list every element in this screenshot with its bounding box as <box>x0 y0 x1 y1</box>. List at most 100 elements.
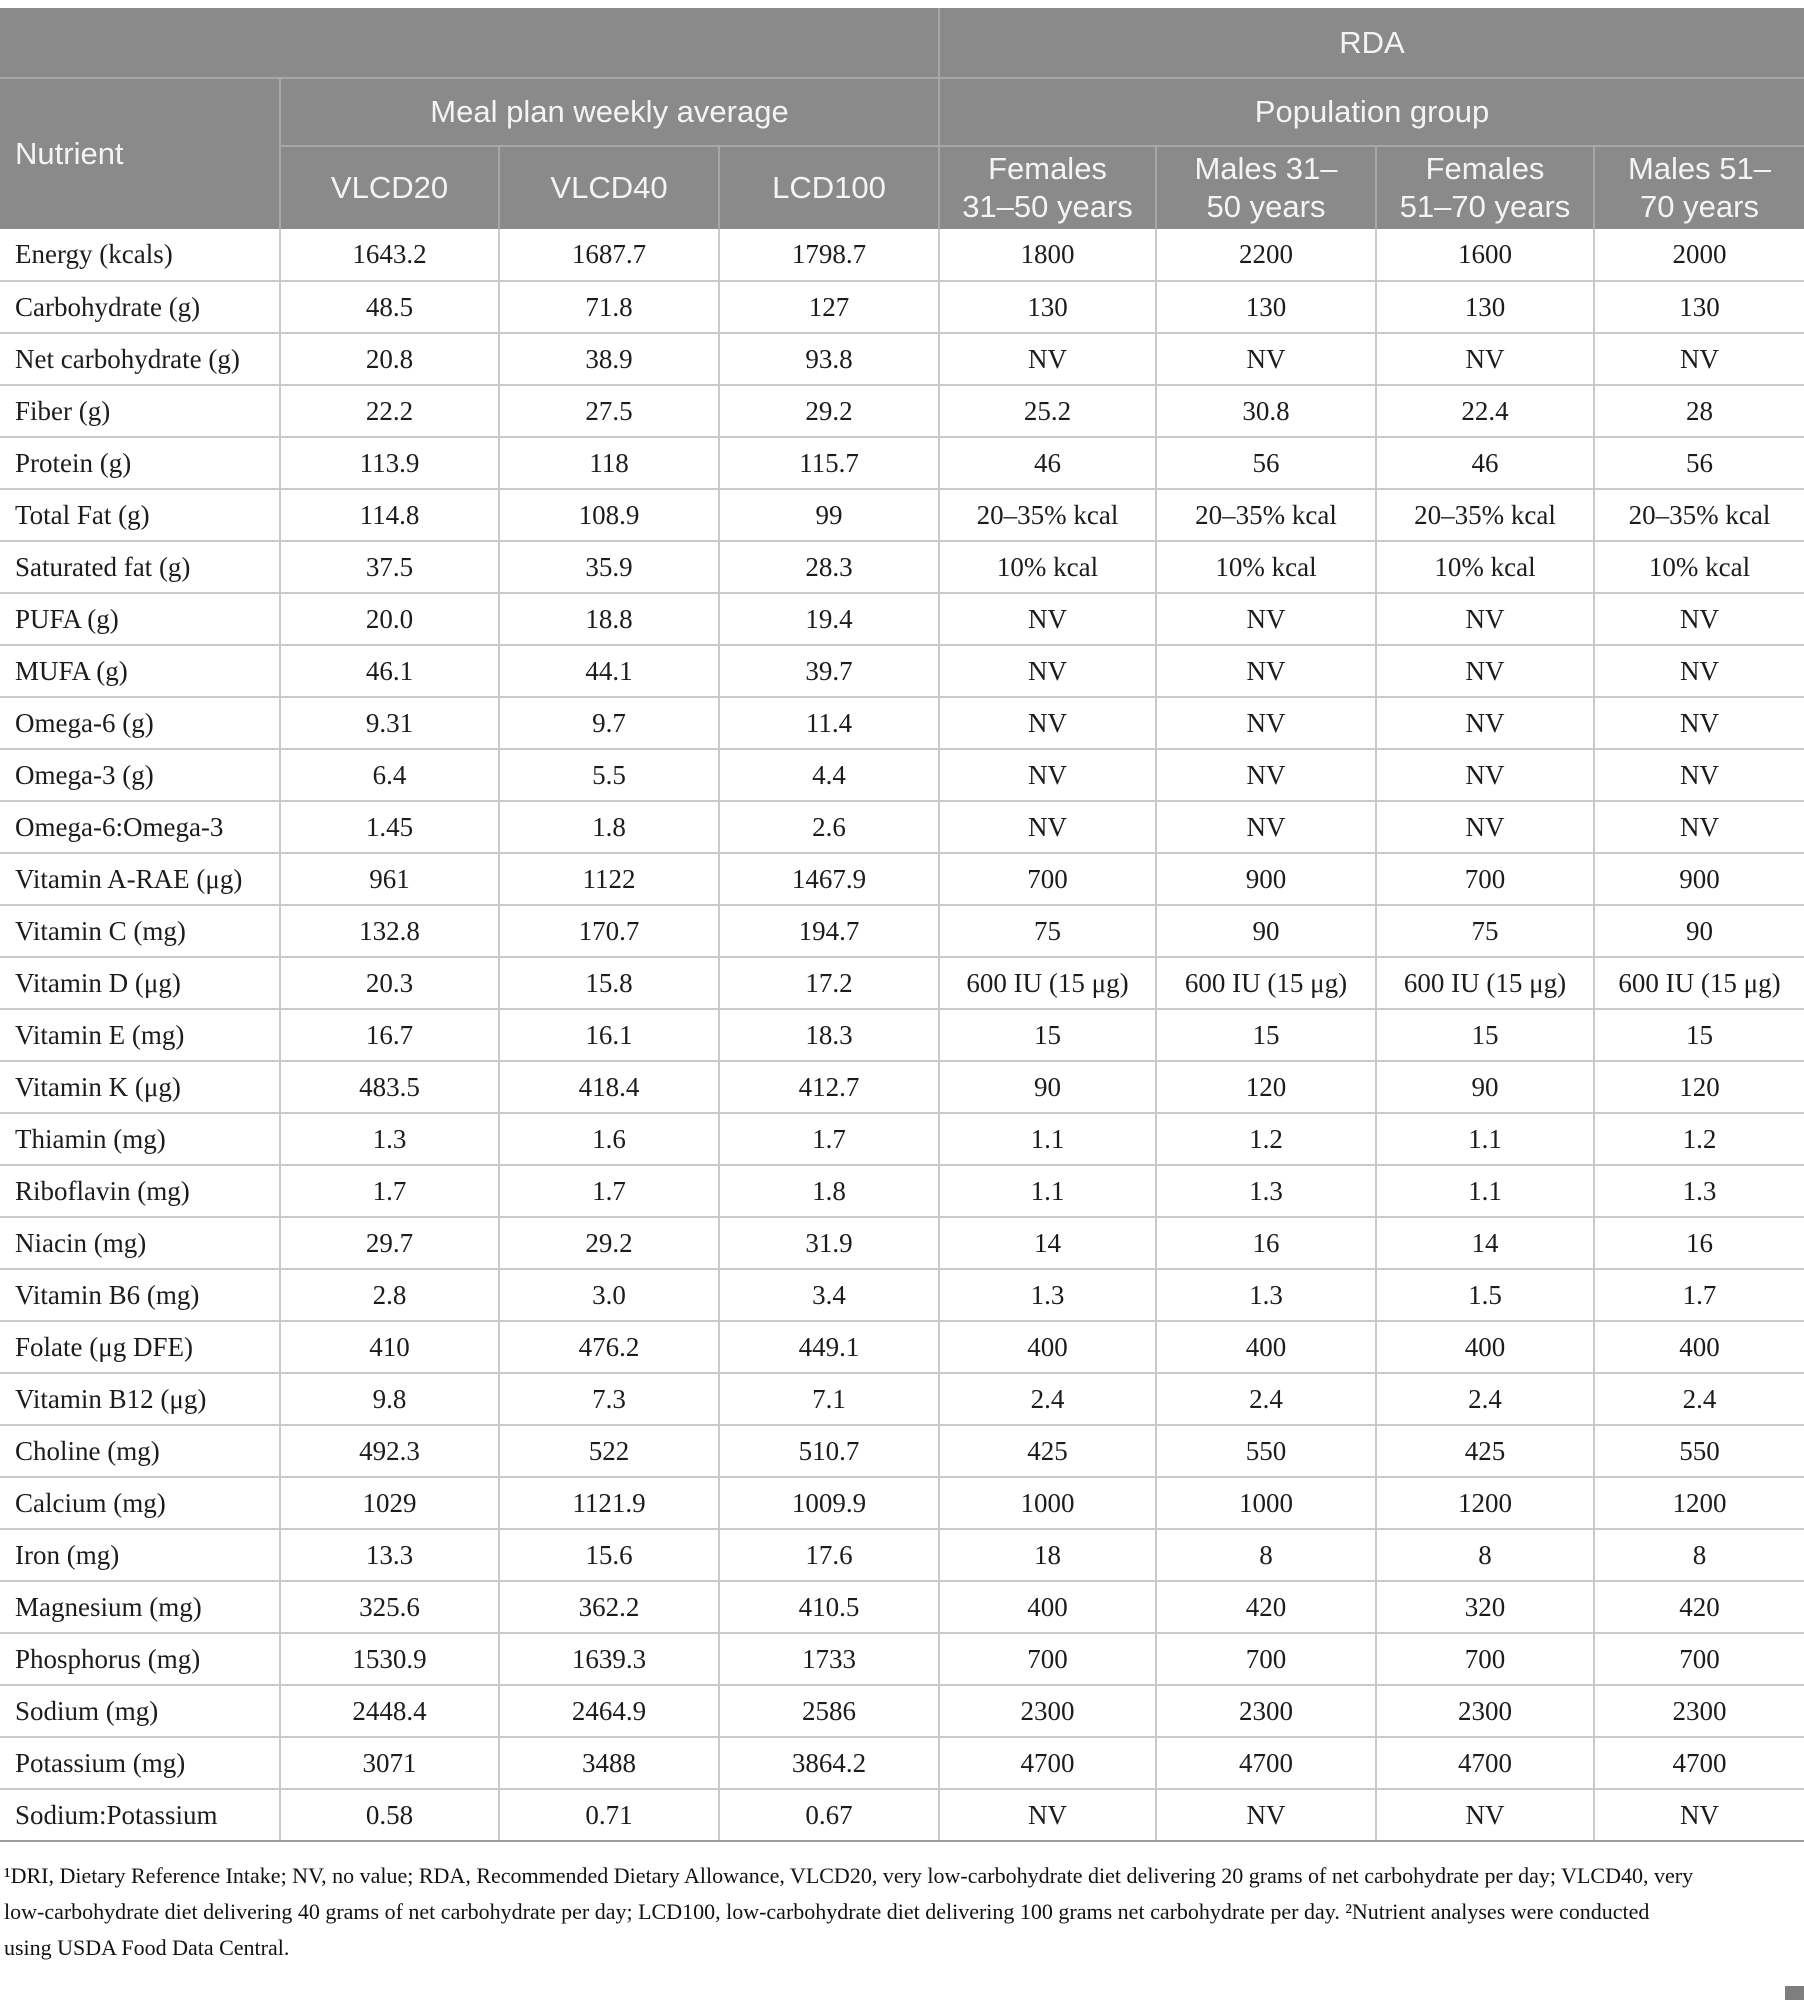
data-cell: 1029 <box>280 1477 500 1530</box>
row-label: Carbohydrate (g) <box>0 281 281 334</box>
table-body: Energy (kcals) 1643.2 1687.7 1798.7 1800 2200… <box>0 229 1804 1842</box>
table-row: Folate (μg DFE) 410 476.2 449.1 400 400 400 400 <box>0 1321 1804 1374</box>
data-cell: 1200 <box>1376 1477 1595 1530</box>
data-cell: 18.8 <box>499 593 720 646</box>
data-cell: 194.7 <box>719 905 940 958</box>
table-row: Thiamin (mg) 1.3 1.6 1.7 1.1 1.2 1.1 1.2 <box>0 1113 1804 1166</box>
data-cell: 90 <box>1376 1061 1595 1114</box>
data-cell: 130 <box>939 281 1157 334</box>
column-header-line: LCD100 <box>772 170 886 205</box>
row-label: Phosphorus (mg) <box>0 1633 281 1686</box>
data-cell: 1122 <box>499 853 720 906</box>
data-cell: 15.8 <box>499 957 720 1010</box>
data-cell: NV <box>1156 593 1377 646</box>
column-header-line: 50 years <box>1206 189 1326 224</box>
data-cell: 0.67 <box>719 1789 940 1842</box>
data-cell: NV <box>1376 697 1595 750</box>
data-cell: 46 <box>1376 437 1595 490</box>
data-cell: 400 <box>1156 1321 1377 1374</box>
header-population-group: Population group <box>939 78 1804 147</box>
data-cell: 1.2 <box>1156 1113 1377 1166</box>
data-cell: NV <box>939 593 1157 646</box>
header-meal-plan-group: Meal plan weekly average <box>280 78 940 147</box>
data-cell: 1.7 <box>719 1113 940 1166</box>
row-label: MUFA (g) <box>0 645 281 698</box>
data-cell: 4700 <box>939 1737 1157 1790</box>
column-header-males-31-50: Males 31– 50 years <box>1156 146 1377 229</box>
table-row: Vitamin E (mg) 16.7 16.1 18.3 15 15 15 15 <box>0 1009 1804 1062</box>
row-label: Saturated fat (g) <box>0 541 281 594</box>
table-row: Fiber (g) 22.2 27.5 29.2 25.2 30.8 22.4 28 <box>0 385 1804 438</box>
table-wrapper: RDA Nutrient Meal plan weekly average Po… <box>0 8 1804 1842</box>
data-cell: 113.9 <box>280 437 500 490</box>
data-cell: 1000 <box>939 1477 1157 1530</box>
data-cell: 4700 <box>1376 1737 1595 1790</box>
data-cell: 8 <box>1156 1529 1377 1582</box>
data-cell: 132.8 <box>280 905 500 958</box>
data-cell: 17.6 <box>719 1529 940 1582</box>
data-cell: NV <box>939 801 1157 854</box>
data-cell: NV <box>1594 801 1804 854</box>
table-row: Omega-3 (g) 6.4 5.5 4.4 NV NV NV NV <box>0 749 1804 802</box>
table-row: Protein (g) 113.9 118 115.7 46 56 46 56 <box>0 437 1804 490</box>
row-label: Potassium (mg) <box>0 1737 281 1790</box>
data-cell: 400 <box>939 1581 1157 1634</box>
column-header-line: VLCD40 <box>550 170 668 205</box>
data-cell: 46.1 <box>280 645 500 698</box>
data-cell: 418.4 <box>499 1061 720 1114</box>
row-label: Energy (kcals) <box>0 229 281 282</box>
data-cell: 2.6 <box>719 801 940 854</box>
data-cell: 15 <box>1594 1009 1804 1062</box>
data-cell: NV <box>1594 593 1804 646</box>
data-cell: 29.7 <box>280 1217 500 1270</box>
data-cell: 5.5 <box>499 749 720 802</box>
column-header-females-31-50: Females 31–50 years <box>939 146 1157 229</box>
data-cell: 90 <box>1594 905 1804 958</box>
data-cell: 410 <box>280 1321 500 1374</box>
data-cell: NV <box>1376 1789 1595 1842</box>
row-label: Thiamin (mg) <box>0 1113 281 1166</box>
table-header: RDA Nutrient Meal plan weekly average Po… <box>0 8 1804 229</box>
table-row: Carbohydrate (g) 48.5 71.8 127 130 130 130 130 <box>0 281 1804 334</box>
row-label: Vitamin C (mg) <box>0 905 281 958</box>
data-cell: 20–35% kcal <box>1156 489 1377 542</box>
data-cell: 10% kcal <box>1376 541 1595 594</box>
table-row: Energy (kcals) 1643.2 1687.7 1798.7 1800 2200… <box>0 229 1804 282</box>
data-cell: NV <box>1594 749 1804 802</box>
header-row-columns: VLCD20 VLCD40 LCD100 Females 31–50 years Male… <box>0 146 1804 229</box>
column-header-lcd100: LCD100 <box>719 146 940 229</box>
data-cell: NV <box>1156 749 1377 802</box>
data-cell: 30.8 <box>1156 385 1377 438</box>
row-label: Riboflavin (mg) <box>0 1165 281 1218</box>
data-cell: 28 <box>1594 385 1804 438</box>
row-label: Total Fat (g) <box>0 489 281 542</box>
data-cell: 600 IU (15 μg) <box>1156 957 1377 1010</box>
data-cell: 39.7 <box>719 645 940 698</box>
column-header-line: VLCD20 <box>330 170 449 205</box>
column-header-line: 51–70 years <box>1399 189 1571 224</box>
data-cell: NV <box>1376 645 1595 698</box>
data-cell: 900 <box>1594 853 1804 906</box>
data-cell: 600 IU (15 μg) <box>1594 957 1804 1010</box>
data-cell: 56 <box>1594 437 1804 490</box>
data-cell: 2448.4 <box>280 1685 500 1738</box>
row-label: Iron (mg) <box>0 1529 281 1582</box>
data-cell: 7.3 <box>499 1373 720 1426</box>
data-cell: 1.3 <box>1156 1165 1377 1218</box>
data-cell: 3864.2 <box>719 1737 940 1790</box>
table-row: Calcium (mg) 1029 1121.9 1009.9 1000 1000 1200… <box>0 1477 1804 1530</box>
data-cell: NV <box>1156 1789 1377 1842</box>
table-row: Sodium (mg) 2448.4 2464.9 2586 2300 2300 2300 2… <box>0 1685 1804 1738</box>
data-cell: 20.0 <box>280 593 500 646</box>
row-label: Net carbohydrate (g) <box>0 333 281 386</box>
column-header-line: 31–50 years <box>962 189 1133 224</box>
data-cell: 18.3 <box>719 1009 940 1062</box>
data-cell: 15.6 <box>499 1529 720 1582</box>
column-header-line: Females <box>988 151 1107 186</box>
data-cell: NV <box>1594 697 1804 750</box>
table-row: Vitamin B6 (mg) 2.8 3.0 3.4 1.3 1.3 1.5 1.7 <box>0 1269 1804 1322</box>
data-cell: 522 <box>499 1425 720 1478</box>
data-cell: NV <box>939 333 1157 386</box>
data-cell: 1530.9 <box>280 1633 500 1686</box>
data-cell: 31.9 <box>719 1217 940 1270</box>
